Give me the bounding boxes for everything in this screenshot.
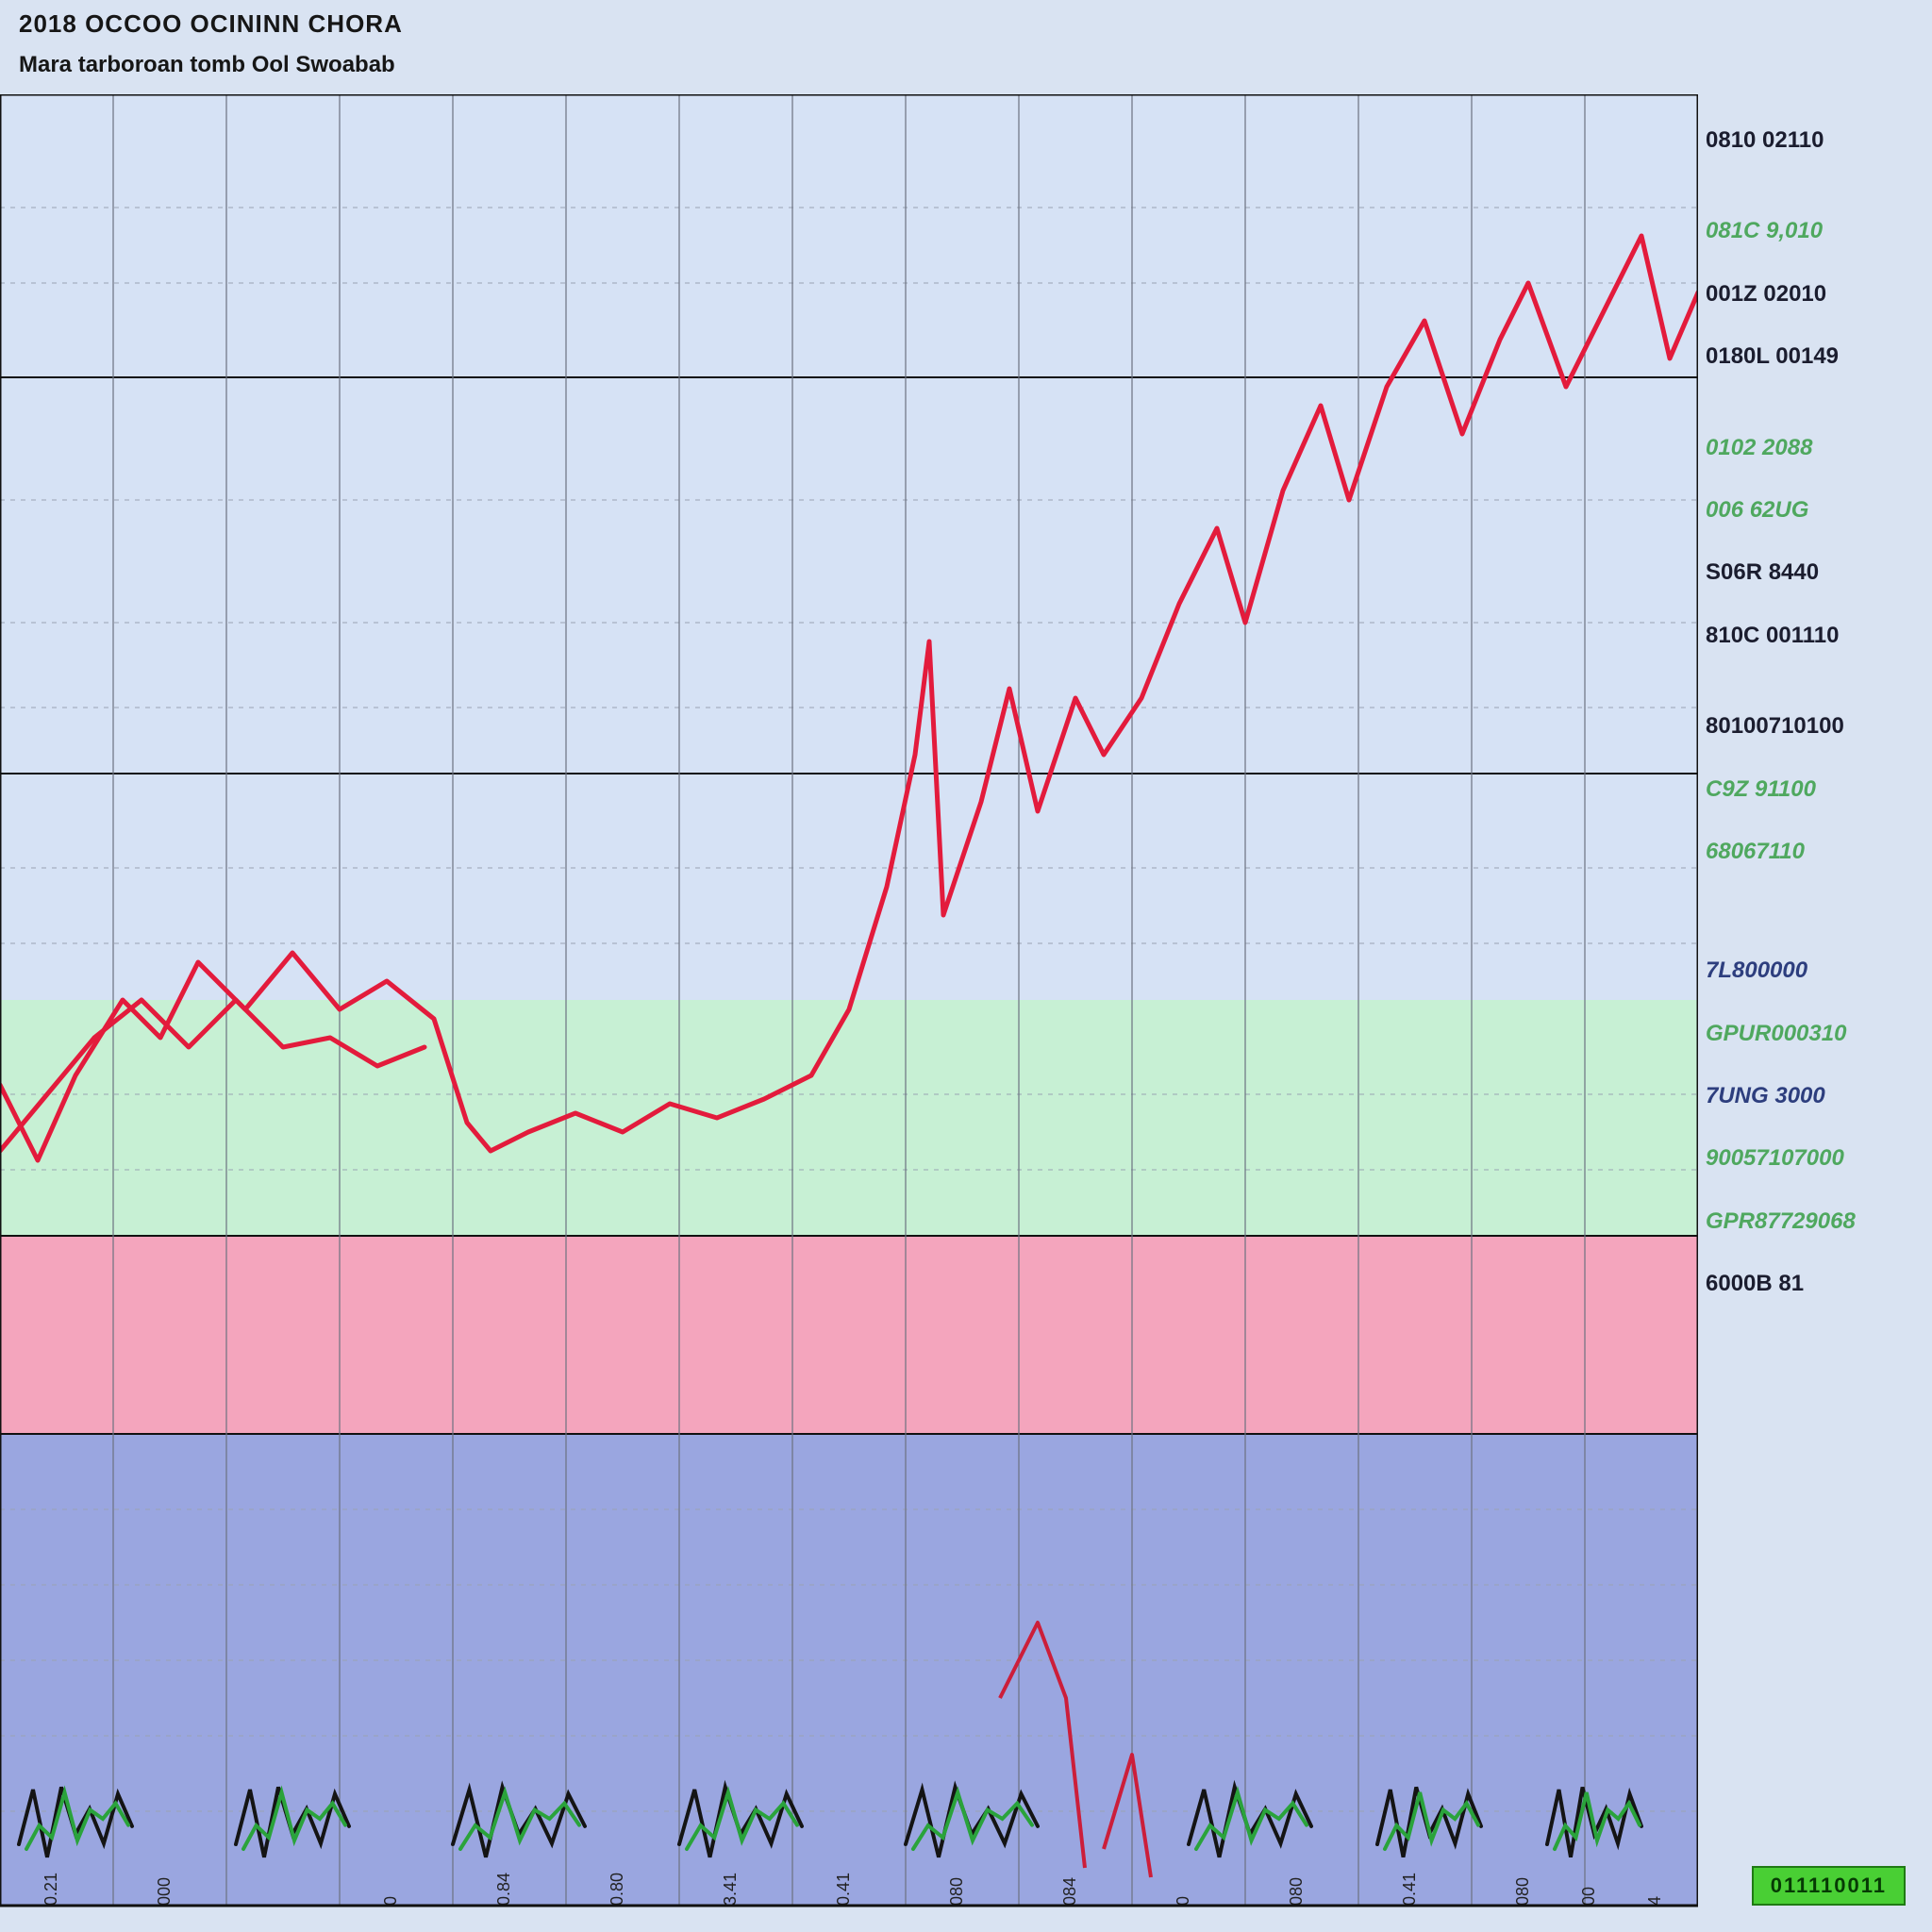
chart-subtitle: Mara tarboroan tomb Ool Swoabab: [19, 52, 395, 78]
legend-item: 810C 001110: [1706, 618, 1913, 654]
status-indicator[interactable]: 011110011: [1754, 1868, 1904, 1904]
legend-item: 081C 9,010: [1706, 213, 1913, 249]
legend-item: 0102 2088: [1706, 430, 1913, 466]
legend-item: 006 62UG: [1706, 492, 1913, 528]
legend-item: 001Z 02010: [1706, 276, 1913, 312]
x-tick-label: 0.41: [1400, 1873, 1419, 1906]
legend-item: 7L800000: [1706, 953, 1913, 989]
legend-item: 80100710100: [1706, 708, 1913, 744]
legend-item: GPR87729068: [1706, 1204, 1913, 1240]
legend-panel: 0810 02110 081C 9,010 001Z 02010 0180L 0014…: [1706, 123, 1913, 1329]
legend-item: 68067110: [1706, 834, 1913, 870]
x-tick-label: 000: [155, 1877, 174, 1906]
x-tick-label: 0.41: [834, 1873, 853, 1906]
x-tick-label: 0.80: [608, 1873, 626, 1906]
price-chart[interactable]: 0.2100000.840.803.410.4108008400800.4108…: [0, 94, 1698, 1924]
legend-item: 7UNG 3000: [1706, 1078, 1913, 1114]
x-tick-label: 080: [1513, 1877, 1532, 1906]
x-tick-label: 080: [947, 1877, 966, 1906]
x-tick-label: 0.21: [42, 1873, 60, 1906]
chart-title: 2018 OCCOO OCININN CHORA: [19, 9, 403, 39]
legend-item: C9Z 91100: [1706, 772, 1913, 808]
x-tick-label: 080: [1287, 1877, 1306, 1906]
legend-item: 0180L 00149: [1706, 339, 1913, 375]
legend-item: 90057107000: [1706, 1141, 1913, 1176]
legend-item: S06R 8440: [1706, 555, 1913, 591]
legend-item: GPUR000310: [1706, 1016, 1913, 1052]
legend-item: 0810 02110: [1706, 123, 1913, 158]
x-tick-label: 0.84: [494, 1873, 513, 1906]
legend-item: 6000B 81: [1706, 1266, 1913, 1302]
x-tick-label: 3.41: [721, 1873, 740, 1906]
x-tick-label: 0: [1174, 1896, 1192, 1906]
x-tick-label: 4: [1645, 1896, 1664, 1906]
x-tick-label: 0: [381, 1896, 400, 1906]
x-tick-label: 084: [1060, 1877, 1079, 1906]
x-tick-label: 00: [1579, 1887, 1598, 1906]
